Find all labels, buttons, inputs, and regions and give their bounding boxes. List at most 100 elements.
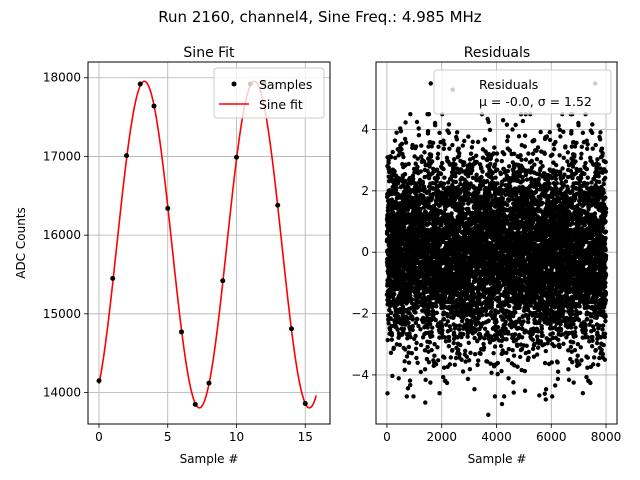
- residual-point: [422, 348, 428, 353]
- residual-point: [467, 366, 473, 372]
- sine-fit-ytick-label: 14000: [43, 386, 81, 400]
- residual-point: [480, 169, 485, 174]
- residual-point: [496, 297, 502, 302]
- residual-point: [410, 327, 415, 333]
- residual-point: [506, 164, 512, 169]
- residual-point: [426, 175, 432, 181]
- residual-point: [505, 138, 510, 144]
- residual-point: [513, 122, 518, 128]
- residual-point: [413, 144, 419, 149]
- sine-fit-xtick-label: 5: [164, 430, 172, 444]
- sine-fit-xlabel: Sample #: [180, 452, 239, 466]
- residual-point: [486, 119, 491, 125]
- residual-point: [401, 154, 406, 160]
- residual-point: [418, 169, 423, 174]
- residual-point: [405, 386, 411, 391]
- residual-point: [448, 355, 453, 360]
- sample-point: [220, 278, 226, 284]
- residual-point: [451, 157, 457, 162]
- residual-point: [401, 268, 406, 274]
- figure-suptitle: Run 2160, channel4, Sine Freq.: 4.985 MH…: [158, 8, 482, 26]
- residual-point: [492, 162, 498, 167]
- sine-fit-ytick-label: 16000: [43, 228, 81, 242]
- residual-point: [457, 151, 462, 156]
- residual-point: [504, 350, 509, 356]
- residual-point: [489, 300, 495, 305]
- residual-point: [429, 325, 435, 330]
- residual-point: [416, 132, 422, 138]
- residual-point: [406, 344, 412, 350]
- residual-point: [389, 337, 394, 342]
- residual-point: [427, 221, 432, 226]
- residual-point: [422, 367, 428, 372]
- residual-point: [416, 202, 422, 207]
- residual-point: [489, 309, 494, 315]
- residual-point: [475, 139, 481, 145]
- residual-point: [479, 174, 484, 180]
- residual-point: [475, 362, 480, 368]
- sine-fit-xtick-label: 15: [298, 430, 313, 444]
- residual-point: [430, 333, 435, 339]
- residual-point: [518, 354, 523, 360]
- residual-point: [428, 152, 434, 158]
- residual-point: [500, 196, 506, 201]
- residual-point: [393, 155, 398, 160]
- residual-point: [494, 151, 500, 156]
- residual-point: [432, 341, 437, 347]
- residual-point: [429, 144, 434, 149]
- sample-point: [275, 202, 281, 208]
- residuals-ytick-label: −2: [351, 307, 369, 321]
- residual-point: [451, 340, 456, 346]
- residual-point: [446, 344, 452, 349]
- residual-point: [450, 264, 455, 269]
- residual-point: [454, 137, 460, 142]
- residual-point: [500, 118, 506, 123]
- residual-point: [420, 180, 426, 186]
- residual-point: [447, 338, 452, 343]
- residual-point: [429, 196, 435, 201]
- sample-point: [165, 205, 171, 211]
- sine-fit-plot-area: [88, 62, 330, 424]
- residual-point: [498, 171, 503, 177]
- residuals-ytick-label: −4: [351, 368, 369, 382]
- residual-point: [493, 175, 498, 180]
- residual-point: [486, 318, 491, 323]
- residual-point: [436, 144, 441, 150]
- residual-point: [422, 150, 427, 155]
- residual-point: [458, 190, 463, 195]
- residual-point: [492, 344, 498, 349]
- residual-point: [506, 346, 512, 352]
- residual-point: [440, 327, 445, 333]
- residual-point: [426, 144, 431, 149]
- sample-point: [234, 154, 239, 160]
- residual-point: [446, 122, 452, 127]
- sample-point: [289, 326, 294, 332]
- residual-point: [492, 145, 497, 150]
- residual-point: [402, 367, 407, 373]
- residual-point: [388, 350, 394, 356]
- residual-point: [434, 304, 439, 309]
- residual-point: [469, 145, 475, 150]
- residual-point: [442, 295, 448, 300]
- residual-point: [407, 378, 413, 383]
- residual-point: [425, 325, 430, 330]
- sine-fit-ytick-label: 18000: [43, 71, 81, 85]
- sine-fit-ytick-label: 17000: [43, 149, 81, 163]
- residual-point: [426, 111, 432, 117]
- residual-point: [437, 130, 442, 136]
- residual-point: [419, 154, 424, 159]
- residual-point: [426, 217, 432, 222]
- residual-point: [429, 330, 434, 335]
- residual-point: [433, 362, 439, 367]
- residual-point: [408, 334, 413, 340]
- residual-point: [404, 394, 409, 399]
- residual-point: [495, 181, 500, 186]
- residual-point: [461, 160, 467, 165]
- residual-point: [411, 394, 416, 399]
- residual-point: [458, 342, 463, 348]
- residual-point: [445, 319, 450, 324]
- residual-point: [396, 376, 401, 381]
- sample-point: [302, 401, 308, 407]
- residual-point: [511, 390, 516, 395]
